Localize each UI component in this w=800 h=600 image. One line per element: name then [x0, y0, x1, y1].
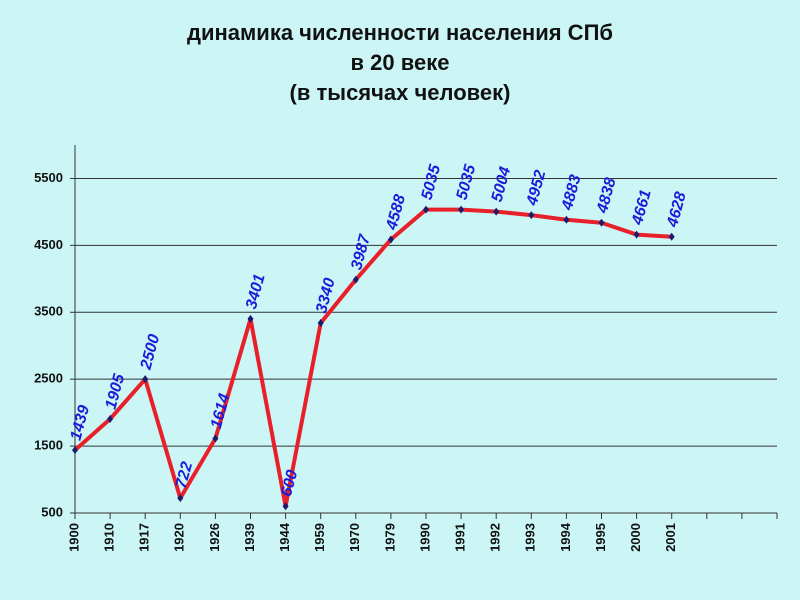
x-tick-label: 1979 — [382, 523, 397, 552]
x-tick-label: 1991 — [453, 523, 468, 552]
y-tick-label: 1500 — [34, 438, 63, 453]
x-tick-label: 1990 — [417, 523, 432, 552]
x-tick-label: 1920 — [172, 523, 187, 552]
marker — [598, 218, 605, 227]
marker — [177, 494, 184, 503]
marker — [423, 205, 429, 214]
x-tick-label: 1993 — [523, 523, 538, 552]
x-tick-label: 1944 — [277, 522, 292, 552]
x-tick-label: 1995 — [593, 523, 608, 552]
x-tick-label: 1994 — [558, 522, 573, 552]
x-tick-label: 1959 — [312, 523, 327, 552]
marker — [563, 215, 570, 224]
x-tick-label: 1910 — [102, 523, 117, 552]
y-tick-label: 5500 — [34, 170, 63, 185]
chart-title: в 20 веке — [351, 50, 450, 75]
data-label: 722 — [173, 460, 196, 490]
x-tick-label: 1939 — [242, 523, 257, 552]
y-tick-label: 3500 — [34, 304, 63, 319]
marker — [247, 314, 254, 323]
marker — [317, 318, 324, 327]
x-tick-label: 2001 — [663, 523, 678, 552]
marker — [387, 235, 394, 244]
y-tick-label: 500 — [41, 504, 63, 519]
x-tick-label: 1970 — [347, 523, 362, 552]
marker — [352, 275, 359, 284]
marker — [493, 207, 500, 216]
y-tick-label: 4500 — [34, 237, 63, 252]
x-tick-label: 1926 — [207, 523, 222, 552]
marker — [668, 232, 675, 241]
marker — [458, 205, 465, 214]
y-tick-label: 2500 — [34, 371, 63, 386]
data-label: 600 — [278, 468, 301, 498]
marker — [212, 434, 219, 443]
chart-title: (в тысячах человек) — [290, 80, 511, 105]
marker — [72, 446, 78, 455]
x-tick-label: 2000 — [628, 523, 643, 552]
marker — [142, 375, 149, 384]
marker — [528, 211, 535, 220]
chart-title: динамика численности населения СПб — [187, 20, 613, 45]
x-tick-label: 1900 — [66, 523, 81, 552]
line — [73, 207, 672, 509]
marker — [107, 414, 114, 423]
x-tick-label: 1992 — [488, 523, 503, 552]
x-tick-label: 1917 — [137, 523, 152, 552]
marker — [633, 230, 640, 239]
marker — [282, 502, 289, 511]
